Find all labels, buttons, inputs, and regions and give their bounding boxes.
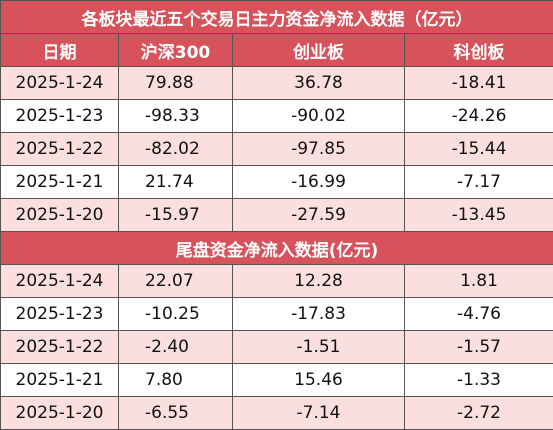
- data-row: 2025-1-22-2.40-1.51-1.57: [1, 331, 553, 364]
- section-title-row: 尾盘资金净流入数据(亿元): [1, 232, 553, 265]
- cell: 22.07: [119, 265, 233, 298]
- section-title: 各板块最近五个交易日主力资金净流入数据（亿元）: [1, 1, 553, 34]
- cell: -6.55: [119, 397, 233, 430]
- cell: 36.78: [233, 67, 405, 100]
- cell: 2025-1-20: [1, 397, 119, 430]
- column-header: 沪深300: [119, 34, 233, 67]
- cell: 2025-1-22: [1, 331, 119, 364]
- cell: 21.74: [119, 166, 233, 199]
- data-row: 2025-1-23-10.25-17.83-4.76: [1, 298, 553, 331]
- cell: -7.17: [405, 166, 553, 199]
- cell: -17.83: [233, 298, 405, 331]
- cell: -13.45: [405, 199, 553, 232]
- cell: -1.51: [233, 331, 405, 364]
- cell: -97.85: [233, 133, 405, 166]
- cell: 15.46: [233, 364, 405, 397]
- data-row: 2025-1-20-6.55-7.14-2.72: [1, 397, 553, 430]
- cell: -18.41: [405, 67, 553, 100]
- cell: -10.25: [119, 298, 233, 331]
- cell: 79.88: [119, 67, 233, 100]
- cell: -15.44: [405, 133, 553, 166]
- section-title: 尾盘资金净流入数据(亿元): [1, 232, 553, 265]
- cell: -82.02: [119, 133, 233, 166]
- cell: -27.59: [233, 199, 405, 232]
- cell: 1.81: [405, 265, 553, 298]
- cell: 2025-1-24: [1, 265, 119, 298]
- data-row: 2025-1-22-82.02-97.85-15.44: [1, 133, 553, 166]
- cell: -4.76: [405, 298, 553, 331]
- cell: -1.57: [405, 331, 553, 364]
- column-header: 科创板: [405, 34, 553, 67]
- section-title-row: 各板块最近五个交易日主力资金净流入数据（亿元）: [1, 1, 553, 34]
- cell: 2025-1-21: [1, 364, 119, 397]
- data-row: 2025-1-20-15.97-27.59-13.45: [1, 199, 553, 232]
- cell: -1.33: [405, 364, 553, 397]
- cell: -98.33: [119, 100, 233, 133]
- column-header: 创业板: [233, 34, 405, 67]
- cell: 2025-1-20: [1, 199, 119, 232]
- cell: 2025-1-23: [1, 100, 119, 133]
- cell: -2.72: [405, 397, 553, 430]
- cell: -2.40: [119, 331, 233, 364]
- cell: 7.80: [119, 364, 233, 397]
- cell: 2025-1-22: [1, 133, 119, 166]
- cell: 12.28: [233, 265, 405, 298]
- cell: -16.99: [233, 166, 405, 199]
- column-header: 日期: [1, 34, 119, 67]
- cell: -90.02: [233, 100, 405, 133]
- cell: -15.97: [119, 199, 233, 232]
- cell: 2025-1-21: [1, 166, 119, 199]
- cell: -24.26: [405, 100, 553, 133]
- cell: 2025-1-24: [1, 67, 119, 100]
- cell: 2025-1-23: [1, 298, 119, 331]
- cell: -7.14: [233, 397, 405, 430]
- data-row: 2025-1-23-98.33-90.02-24.26: [1, 100, 553, 133]
